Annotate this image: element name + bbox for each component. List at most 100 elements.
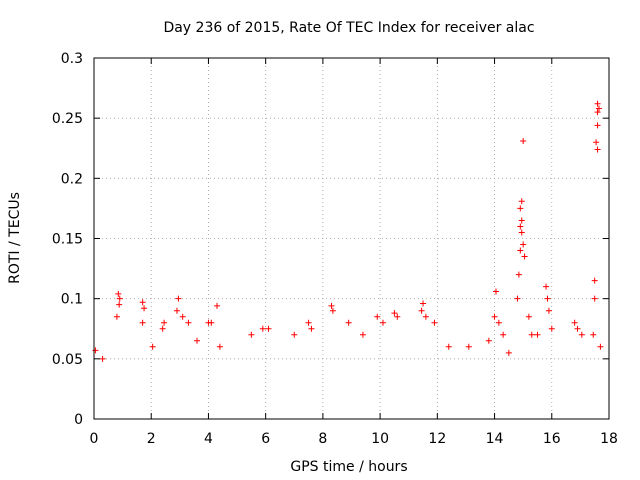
data-point xyxy=(518,198,525,205)
x-tick-label: 18 xyxy=(600,431,618,447)
x-tick-label: 4 xyxy=(204,431,213,447)
x-tick-label: 14 xyxy=(486,431,504,447)
data-point xyxy=(308,325,315,332)
data-point xyxy=(116,301,123,308)
data-point xyxy=(520,241,527,248)
data-point xyxy=(465,343,472,350)
chart-title: Day 236 of 2015, Rate Of TEC Index for r… xyxy=(163,20,534,36)
data-point xyxy=(514,295,521,302)
data-point xyxy=(515,271,522,278)
data-point xyxy=(159,325,166,332)
data-point xyxy=(591,277,598,284)
data-point xyxy=(445,343,452,350)
data-point xyxy=(139,299,146,306)
data-point xyxy=(185,319,192,326)
data-point xyxy=(543,283,550,290)
data-point xyxy=(214,302,221,309)
data-point xyxy=(291,331,298,338)
data-point xyxy=(495,319,502,326)
data-point xyxy=(528,331,535,338)
data-point xyxy=(116,295,123,302)
data-point xyxy=(420,300,427,307)
data-point xyxy=(359,331,366,338)
plot-frame xyxy=(93,57,610,420)
x-tick-label: 6 xyxy=(261,431,270,447)
data-point xyxy=(92,347,99,354)
data-point xyxy=(418,307,425,314)
y-tick-label: 0 xyxy=(74,412,83,428)
data-point xyxy=(422,313,429,320)
data-point xyxy=(379,319,386,326)
y-axis-label: ROTI / TECUs xyxy=(7,192,23,284)
axis-ticks: 0 0.05 0.1 0.15 0.2 0.25 0.3 0 2 4 6 8 10 12 14 16 18 xyxy=(52,51,618,447)
data-point xyxy=(391,310,398,317)
data-point xyxy=(517,223,524,230)
data-point xyxy=(115,290,122,297)
data-point xyxy=(534,331,541,338)
data-points xyxy=(92,100,604,362)
data-point xyxy=(141,305,148,312)
gridlines xyxy=(94,58,609,419)
data-point xyxy=(594,109,601,116)
data-point xyxy=(305,319,312,326)
data-point xyxy=(329,307,336,314)
x-tick-label: 16 xyxy=(543,431,561,447)
data-point xyxy=(485,337,492,344)
x-tick-label: 8 xyxy=(318,431,327,447)
data-point xyxy=(394,313,401,320)
data-point xyxy=(505,349,512,356)
data-point xyxy=(175,295,182,302)
data-point xyxy=(216,343,223,350)
data-point xyxy=(345,319,352,326)
data-point xyxy=(259,325,266,332)
x-tick-label: 12 xyxy=(428,431,446,447)
data-point xyxy=(595,105,602,112)
data-point xyxy=(491,313,498,320)
data-point xyxy=(248,331,255,338)
data-point xyxy=(208,319,215,326)
data-point xyxy=(574,325,581,332)
data-point xyxy=(578,331,585,338)
y-tick-label: 0.25 xyxy=(52,111,83,127)
data-point xyxy=(99,355,106,362)
data-point xyxy=(593,139,600,146)
data-point xyxy=(544,295,551,302)
data-point xyxy=(500,331,507,338)
data-point xyxy=(517,205,524,212)
data-point xyxy=(597,343,604,350)
data-point xyxy=(525,313,532,320)
data-point xyxy=(492,288,499,295)
data-point xyxy=(113,313,120,320)
data-point xyxy=(518,217,525,224)
x-tick-label: 0 xyxy=(90,431,99,447)
data-point xyxy=(521,253,528,260)
data-point xyxy=(194,337,200,344)
data-point xyxy=(179,313,186,320)
y-tick-label: 0.2 xyxy=(61,171,83,187)
x-axis-label: GPS time / hours xyxy=(290,459,407,475)
data-point xyxy=(328,302,335,309)
data-point xyxy=(149,343,156,350)
y-tick-label: 0.3 xyxy=(61,51,83,67)
data-point xyxy=(594,146,601,153)
data-point xyxy=(545,307,552,314)
y-tick-label: 0.15 xyxy=(52,232,83,248)
data-point xyxy=(590,331,597,338)
data-point xyxy=(520,138,527,145)
data-point xyxy=(374,313,381,320)
data-point xyxy=(431,319,438,326)
data-point xyxy=(173,307,180,314)
data-point xyxy=(265,325,272,332)
data-point xyxy=(571,319,578,326)
x-tick-label: 2 xyxy=(147,431,156,447)
data-point xyxy=(591,295,598,302)
data-point xyxy=(594,100,601,107)
y-tick-label: 0.1 xyxy=(61,292,83,308)
data-point xyxy=(594,122,601,129)
y-tick-label: 0.05 xyxy=(52,352,83,368)
data-point xyxy=(548,325,555,332)
x-tick-label: 10 xyxy=(371,431,389,447)
data-point xyxy=(161,319,168,326)
data-point xyxy=(517,247,524,254)
